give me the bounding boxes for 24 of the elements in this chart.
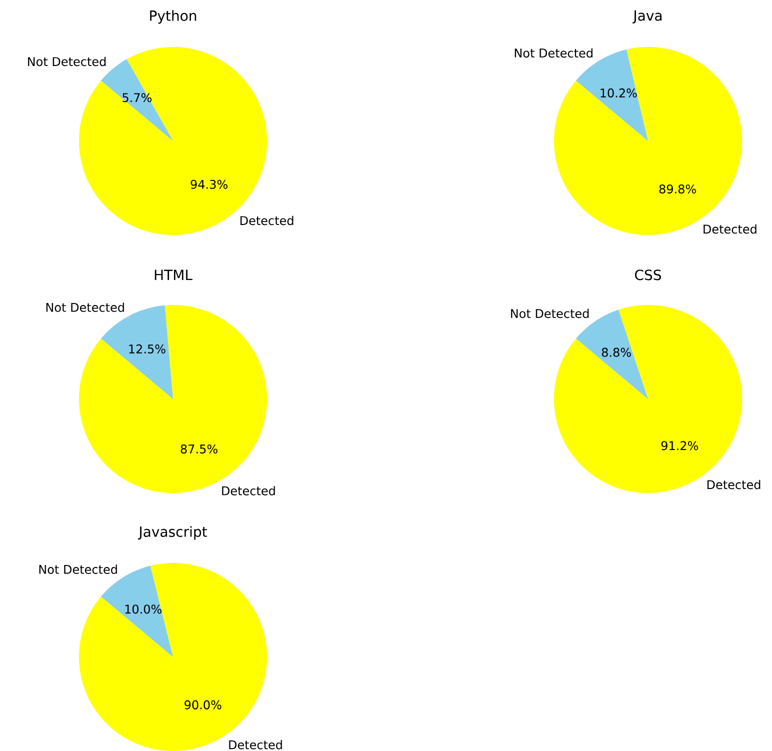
slice-label: Detected bbox=[240, 216, 294, 226]
data-label: 90.0% bbox=[184, 700, 222, 710]
slice-label: Not Detected bbox=[514, 48, 592, 58]
chart-title: Java bbox=[632, 10, 662, 24]
data-label: 8.8% bbox=[602, 348, 631, 357]
data-label: 10.2% bbox=[600, 88, 637, 98]
data-label: 91.2% bbox=[661, 441, 698, 450]
data-label: 12.5% bbox=[129, 344, 166, 354]
slice-label: Not Detected bbox=[511, 308, 589, 318]
slice-label: Detected bbox=[707, 480, 760, 490]
slice-label: Not Detected bbox=[39, 564, 117, 574]
chart-title: CSS bbox=[635, 270, 661, 280]
slice-label: Detected bbox=[229, 740, 282, 750]
slice-label: Not Detected bbox=[46, 302, 124, 312]
chart-title: Javascript bbox=[138, 526, 207, 540]
slice-label: Detected bbox=[704, 224, 756, 234]
chart-title: Python bbox=[150, 10, 196, 24]
slice-label: Not Detected bbox=[28, 56, 106, 66]
chart-title: HTML bbox=[154, 270, 192, 280]
data-label: 89.8% bbox=[659, 184, 696, 194]
data-label: 87.5% bbox=[180, 444, 218, 454]
slice-label: Detected bbox=[222, 486, 275, 496]
data-label: 10.0% bbox=[125, 604, 162, 614]
data-label: 94.3% bbox=[190, 180, 228, 189]
